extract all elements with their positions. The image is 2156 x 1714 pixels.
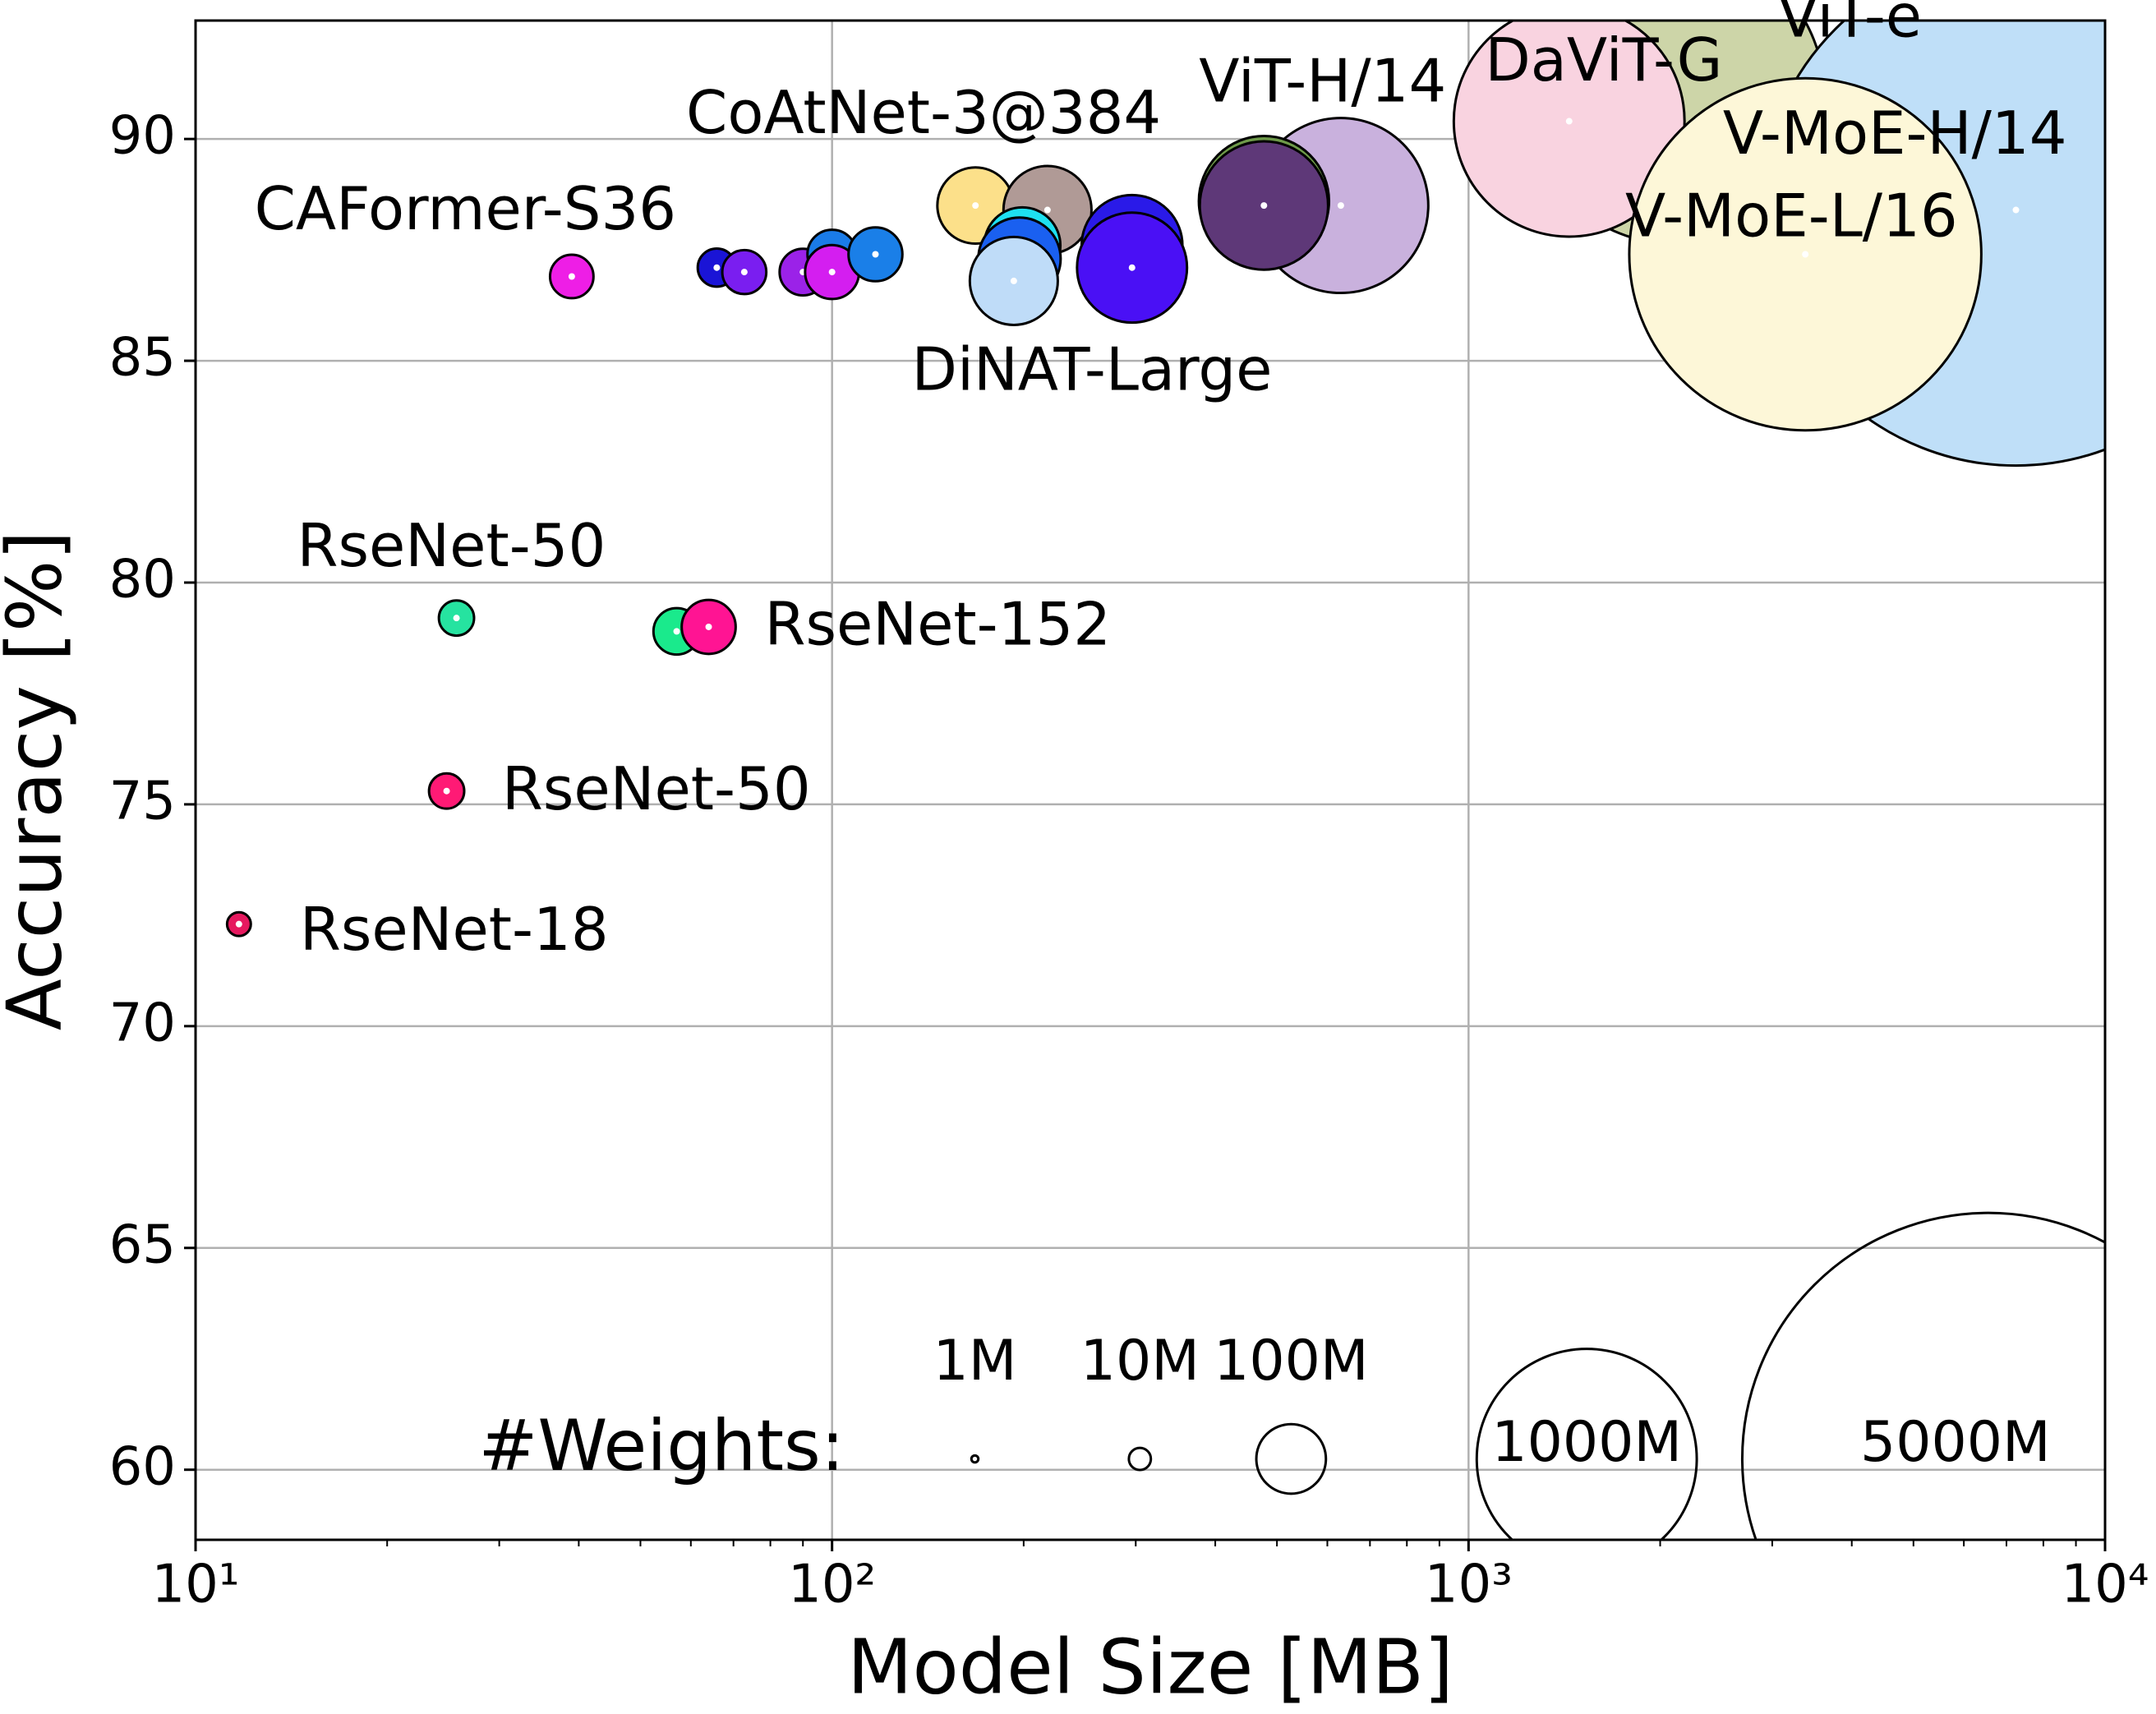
bubble-center [713, 264, 721, 271]
point-label: RseNet-50 [502, 754, 811, 823]
bubble-center [1802, 251, 1809, 258]
y-axis-label: Accuracy [%] [0, 531, 78, 1030]
size-legend-circle [1127, 1446, 1153, 1472]
size-legend-label: 10M [1080, 1329, 1200, 1394]
size-legend-title: #Weights: [478, 1405, 844, 1487]
size-legend-label: 5000M [1860, 1410, 2051, 1475]
point-label: ViT-e [1778, 0, 1922, 51]
y-tick-label: 85 [109, 328, 176, 389]
bubbles [225, 21, 2105, 938]
bubble-center [705, 623, 712, 630]
bubble-center [673, 628, 680, 635]
bubble-center [2012, 206, 2020, 214]
bubble-center [872, 251, 879, 258]
bubble-center [1010, 277, 1017, 284]
bubble-center [568, 273, 575, 280]
x-tick-label: 10¹ [151, 1555, 239, 1615]
size-legend-label: 1M [933, 1329, 1017, 1394]
labels: RseNet-18 RseNet-50 RseNet-50 RseNet-152 CAF… [255, 0, 2067, 1487]
bubble-center [1565, 117, 1573, 125]
size-legend-circle [1255, 1422, 1328, 1495]
y-tick-label: 70 [109, 993, 176, 1053]
y-tick-label: 65 [109, 1214, 176, 1275]
bubble-center [235, 920, 242, 928]
point-label: CAFormer-S36 [255, 174, 677, 243]
plot-frame [194, 19, 2107, 1541]
bubble-center [740, 269, 748, 276]
bubble-center [1128, 264, 1136, 271]
axes: 60 65 70 75 80 85 90 10¹ 10² 10³ 10⁴ [109, 106, 2149, 1615]
point-label: RseNet-50 [297, 511, 606, 580]
bubble [1452, 21, 1686, 238]
point-label: V-MoE-L/16 [1625, 181, 1958, 250]
x-tick-label: 10³ [1425, 1555, 1513, 1615]
x-tick-label: 10² [788, 1555, 876, 1615]
bubble-center [1260, 202, 1268, 210]
bubble-center [972, 202, 979, 210]
y-tick-label: 90 [109, 106, 176, 167]
bubble-center [453, 615, 460, 622]
size-legend-circle [970, 1454, 980, 1464]
point-label: DiNAT-Large [912, 335, 1273, 404]
bubble-center [443, 787, 450, 795]
x-axis-label: Model Size [MB] [847, 1623, 1453, 1711]
bubble-center [1337, 202, 1344, 210]
y-tick-label: 80 [109, 550, 176, 610]
point-label: RseNet-152 [764, 589, 1111, 658]
bubble-center [828, 269, 836, 276]
point-label: ViT-H/14 [1199, 46, 1446, 115]
size-legend-label: 1000M [1491, 1410, 1682, 1475]
y-tick-label: 75 [109, 772, 176, 832]
size-legend-circle [1741, 1211, 2105, 1540]
size-legend: 1M 10M 100M 1000M 5000M [933, 1211, 2105, 1540]
y-tick-label: 60 [109, 1436, 176, 1497]
size-legend-label: 100M [1214, 1329, 1368, 1394]
size-legend-circle [1475, 1348, 1698, 1540]
x-tick-label: 10⁴ [2061, 1555, 2149, 1615]
bubble-center [1043, 206, 1051, 214]
point-label: DaViT-G [1485, 25, 1722, 94]
point-label: RseNet-18 [300, 895, 609, 964]
annotation: V-MoE-H/14 [1723, 99, 2067, 168]
point-label: CoAtNet-3@384 [686, 78, 1161, 147]
